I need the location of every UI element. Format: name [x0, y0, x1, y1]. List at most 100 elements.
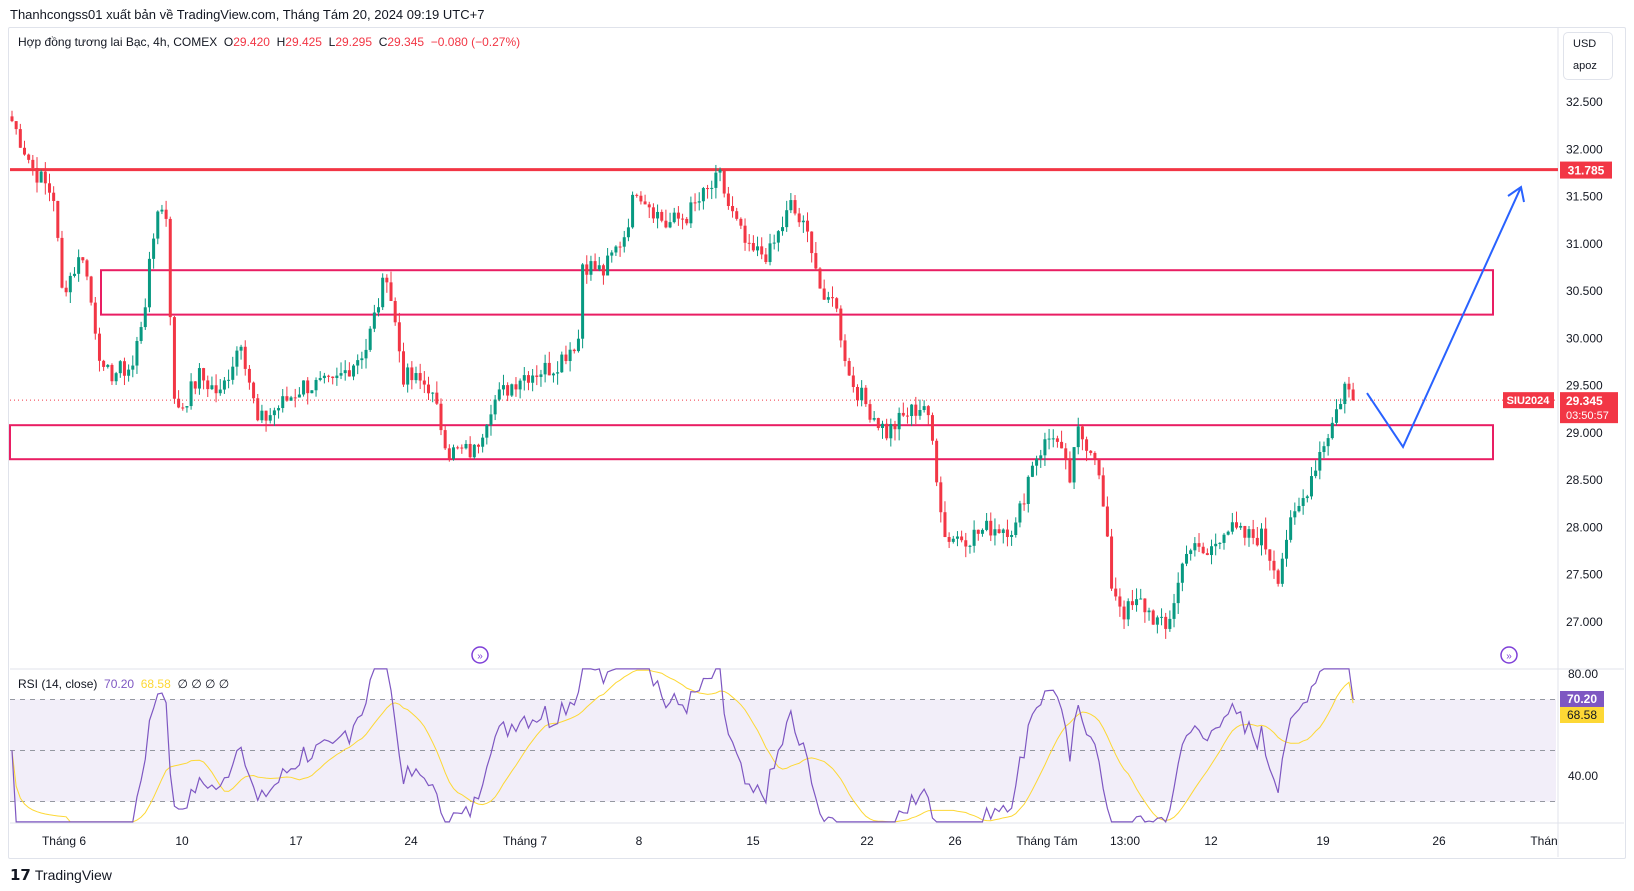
candle-up — [826, 297, 830, 300]
rsi-legend[interactable]: RSI (14, close) 70.20 68.58 ∅ ∅ ∅ ∅ — [18, 677, 229, 691]
candle-up — [518, 380, 522, 390]
symbol-legend[interactable]: Hợp đồng tương lai Bạc, 4h, COMEX O29.42… — [18, 35, 520, 49]
candle-down — [247, 368, 251, 383]
candle-down — [64, 287, 68, 293]
time-tick: 17 — [289, 834, 303, 848]
candle-down — [1114, 588, 1118, 597]
candle-down — [410, 367, 414, 381]
candle-up — [1222, 534, 1226, 543]
candle-up — [481, 437, 485, 447]
candle-down — [585, 264, 589, 275]
candle-up — [718, 169, 722, 173]
candle-up — [131, 365, 135, 370]
candle-down — [22, 147, 26, 155]
candle-down — [964, 540, 968, 547]
price-tick: 32.000 — [1566, 142, 1603, 156]
countdown-text: 03:50:57 — [1566, 410, 1609, 422]
candle-up — [1039, 455, 1043, 459]
rsi-line — [11, 668, 1354, 824]
candle-up — [1280, 558, 1284, 584]
candle-up — [1155, 617, 1159, 625]
candle-down — [1264, 528, 1268, 550]
candle-down — [422, 380, 426, 385]
candle-up — [1010, 534, 1014, 537]
candle-up — [227, 379, 231, 381]
candle-down — [1272, 560, 1276, 571]
candle-down — [293, 397, 297, 399]
candle-down — [876, 418, 880, 428]
candle-up — [368, 328, 372, 350]
candle-up — [672, 212, 676, 223]
candle-down — [564, 354, 568, 362]
candle-down — [939, 482, 943, 513]
candle-down — [1347, 383, 1351, 390]
candle-down — [60, 237, 64, 288]
candle-up — [955, 536, 959, 539]
candle-up — [1047, 438, 1051, 440]
candle-up — [889, 423, 893, 439]
candle-down — [1164, 616, 1168, 629]
candle-down — [930, 415, 934, 441]
candle-up — [589, 261, 593, 275]
candle-up — [72, 273, 76, 276]
candle-up — [239, 346, 243, 351]
candle-down — [947, 537, 951, 542]
candle-up — [1018, 503, 1022, 523]
tradingview-logo[interactable]: 𝟭𝟳 TradingView — [10, 866, 112, 884]
candle-down — [110, 364, 114, 382]
candle-up — [235, 350, 239, 367]
time-tick: Tháng 7 — [503, 834, 547, 848]
candle-down — [331, 376, 335, 379]
candle-up — [622, 237, 626, 247]
candle-up — [631, 194, 635, 228]
candle-down — [89, 276, 93, 303]
candle-up — [656, 211, 660, 219]
candle-down — [347, 370, 351, 377]
currency-unit-selector[interactable]: USD apoz — [1563, 32, 1613, 80]
candle-down — [85, 260, 89, 277]
candle-up — [1305, 496, 1309, 499]
candle-up — [880, 423, 884, 428]
candle-down — [35, 168, 39, 183]
candle-down — [389, 282, 393, 302]
candle-up — [472, 444, 476, 458]
candle-up — [1301, 498, 1305, 506]
time-tick: Tháng 6 — [42, 834, 86, 848]
candle-up — [710, 187, 714, 189]
candle-down — [385, 277, 389, 283]
candle-up — [697, 201, 701, 203]
close-label: C — [378, 35, 388, 49]
candle-down — [1085, 439, 1089, 451]
candle-up — [985, 520, 989, 530]
candle-down — [402, 351, 406, 385]
candle-up — [106, 364, 110, 367]
candle-down — [1197, 543, 1201, 547]
chevron-icon: » — [477, 651, 483, 662]
candle-up — [1309, 476, 1313, 497]
candle-down — [572, 349, 576, 352]
candle-down — [743, 225, 747, 243]
candle-down — [1255, 537, 1259, 546]
candle-up — [1247, 529, 1251, 538]
candle-down — [943, 512, 947, 538]
candle-up — [1139, 598, 1143, 600]
candle-down — [547, 362, 551, 376]
candle-down — [885, 423, 889, 439]
projection-arrow — [1366, 186, 1522, 449]
price-tick: 31.000 — [1566, 237, 1603, 251]
candle-down — [693, 202, 697, 204]
last-price-tag — [1560, 392, 1618, 424]
candle-up — [497, 389, 501, 400]
candle-up — [531, 375, 535, 383]
candle-up — [489, 414, 493, 425]
candle-up — [372, 312, 376, 329]
candle-up — [1260, 528, 1263, 546]
candle-up — [297, 394, 301, 398]
candle-up — [689, 202, 693, 224]
price-tick: 28.500 — [1566, 473, 1603, 487]
candle-down — [793, 200, 797, 214]
candle-up — [1168, 618, 1172, 629]
candle-down — [1110, 536, 1114, 589]
candle-down — [1060, 441, 1064, 449]
